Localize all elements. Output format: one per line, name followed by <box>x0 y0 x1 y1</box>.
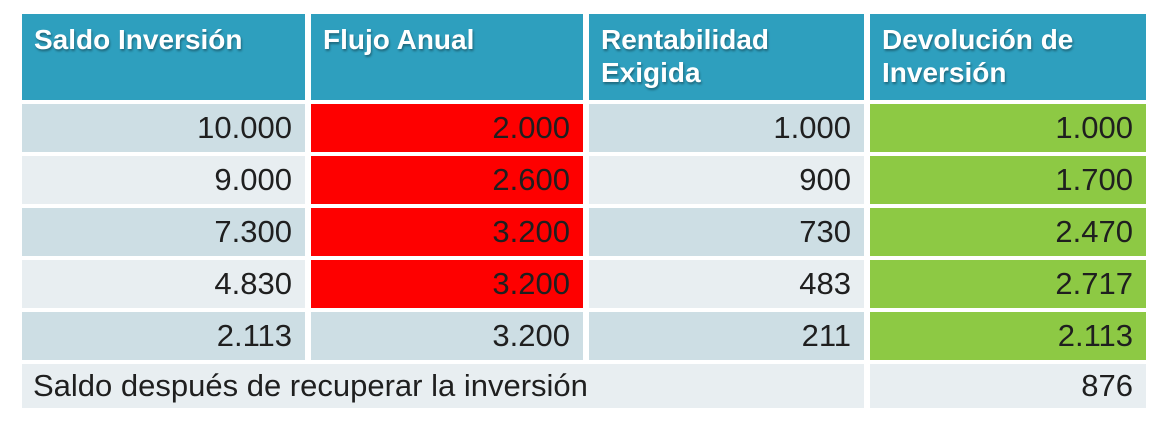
table-row: 10.000 2.000 1.000 1.000 <box>22 104 1146 152</box>
header-row: Saldo Inversión Flujo Anual Rentabilidad… <box>22 14 1146 100</box>
table-row: 7.300 3.200 730 2.470 <box>22 208 1146 256</box>
cell-flujo: 3.200 <box>311 312 583 360</box>
footer-row: Saldo después de recuperar la inversión … <box>22 364 1146 408</box>
cell-devolucion: 1.000 <box>870 104 1146 152</box>
cell-rentabilidad: 900 <box>589 156 864 204</box>
cell-devolucion: 1.700 <box>870 156 1146 204</box>
header-cell-devolucion-inversion: Devolución de Inversión <box>870 14 1146 100</box>
cell-flujo: 2.600 <box>311 156 583 204</box>
cell-devolucion: 2.470 <box>870 208 1146 256</box>
cell-saldo: 4.830 <box>22 260 305 308</box>
cell-devolucion: 2.113 <box>870 312 1146 360</box>
cell-rentabilidad: 211 <box>589 312 864 360</box>
table-row: 4.830 3.200 483 2.717 <box>22 260 1146 308</box>
header-cell-flujo-anual: Flujo Anual <box>311 14 583 100</box>
cell-saldo: 9.000 <box>22 156 305 204</box>
investment-recovery-table: Saldo Inversión Flujo Anual Rentabilidad… <box>22 14 1146 408</box>
footer-value-cell: 876 <box>870 364 1146 408</box>
header-cell-saldo-inversion: Saldo Inversión <box>22 14 305 100</box>
cell-flujo: 2.000 <box>311 104 583 152</box>
footer-label-cell: Saldo después de recuperar la inversión <box>22 364 864 408</box>
cell-flujo: 3.200 <box>311 208 583 256</box>
table-row: 2.113 3.200 211 2.113 <box>22 312 1146 360</box>
cell-rentabilidad: 483 <box>589 260 864 308</box>
cell-saldo: 10.000 <box>22 104 305 152</box>
cell-saldo: 2.113 <box>22 312 305 360</box>
cell-devolucion: 2.717 <box>870 260 1146 308</box>
cell-rentabilidad: 1.000 <box>589 104 864 152</box>
table-row: 9.000 2.600 900 1.700 <box>22 156 1146 204</box>
cell-saldo: 7.300 <box>22 208 305 256</box>
cell-rentabilidad: 730 <box>589 208 864 256</box>
cell-flujo: 3.200 <box>311 260 583 308</box>
header-cell-rentabilidad-exigida: Rentabilidad Exigida <box>589 14 864 100</box>
